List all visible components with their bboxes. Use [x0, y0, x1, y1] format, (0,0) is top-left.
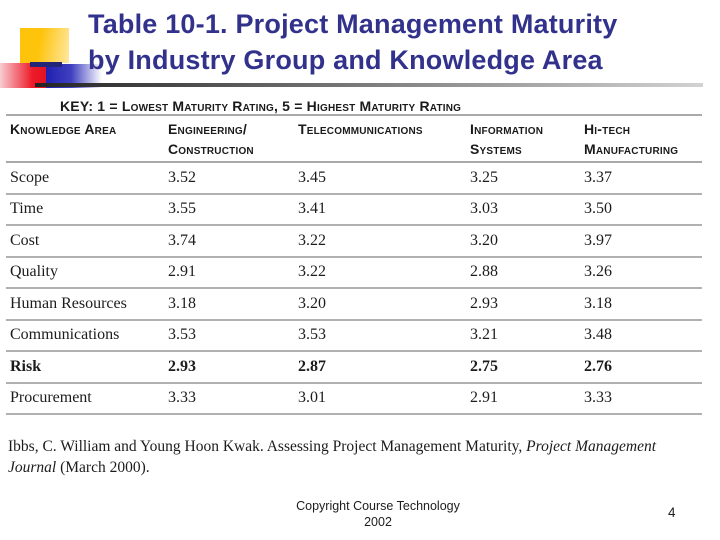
cell-value: 2.76	[584, 351, 702, 384]
cell-value: 2.91	[168, 256, 298, 289]
table-key-note: KEY: 1 = Lowest Maturity Rating, 5 = Hig…	[6, 96, 702, 116]
cell-value: 3.50	[584, 193, 702, 226]
cell-value: 3.18	[168, 288, 298, 321]
cell-value: 3.22	[298, 256, 470, 289]
column-header-information-systems: Information Systems	[470, 116, 584, 163]
table-row-risk: Risk 2.93 2.87 2.75 2.76	[6, 351, 702, 384]
table-row-cost: Cost 3.74 3.22 3.20 3.97	[6, 225, 702, 258]
row-label: Time	[6, 193, 168, 226]
header-text: Construction	[168, 141, 254, 157]
cell-value: 3.25	[470, 162, 584, 195]
header-text: Manufacturing	[584, 141, 679, 157]
slide-title: Table 10-1. Project Management Maturity …	[88, 6, 698, 78]
row-label: Communications	[6, 319, 168, 352]
cell-value: 3.48	[584, 319, 702, 352]
citation-date: (March 2000).	[56, 459, 150, 476]
cell-value: 3.37	[584, 162, 702, 195]
cell-value: 3.74	[168, 225, 298, 258]
header-text: Telecommunications	[298, 121, 423, 137]
cell-value: 3.55	[168, 193, 298, 226]
header-text: Engineering/	[168, 121, 247, 137]
row-label: Risk	[6, 351, 168, 384]
slide-footer: Copyright Course Technology 2002	[238, 498, 518, 530]
cell-value: 3.01	[298, 382, 470, 415]
cell-value: 3.53	[298, 319, 470, 352]
cell-value: 3.45	[298, 162, 470, 195]
cell-value: 3.26	[584, 256, 702, 289]
column-header-knowledge-area: Knowledge Area	[6, 116, 168, 163]
cell-value: 3.53	[168, 319, 298, 352]
title-underline	[35, 83, 703, 87]
cell-value: 3.41	[298, 193, 470, 226]
slide-page-number: 4	[668, 505, 676, 520]
cell-value: 3.03	[470, 193, 584, 226]
column-header-engineering-construction: Engineering/ Construction	[168, 116, 298, 163]
column-header-telecommunications: Telecommunications	[298, 116, 470, 163]
cell-value: 3.21	[470, 319, 584, 352]
header-text: Systems	[470, 141, 522, 157]
table-row-procurement: Procurement 3.33 3.01 2.91 3.33	[6, 382, 702, 415]
cell-value: 2.91	[470, 382, 584, 415]
table-row-communications: Communications 3.53 3.53 3.21 3.48	[6, 319, 702, 352]
cell-value: 3.52	[168, 162, 298, 195]
cell-value: 2.88	[470, 256, 584, 289]
citation-text: Ibbs, C. William and Young Hoon Kwak. As…	[8, 438, 527, 455]
table-row-quality: Quality 2.91 3.22 2.88 3.26	[6, 256, 702, 289]
row-label: Quality	[6, 256, 168, 289]
citation-journal-title: Project Management Journal	[8, 438, 657, 476]
cell-value: 3.22	[298, 225, 470, 258]
header-text: Hi-tech	[584, 121, 631, 137]
cell-value: 3.20	[470, 225, 584, 258]
maturity-table-image: KEY: 1 = Lowest Maturity Rating, 5 = Hig…	[6, 96, 702, 415]
footer-year: 2002	[364, 515, 392, 529]
row-label: Human Resources	[6, 288, 168, 321]
cell-value: 2.87	[298, 351, 470, 384]
table-row-time: Time 3.55 3.41 3.03 3.50	[6, 193, 702, 226]
slide-title-line-2: by Industry Group and Knowledge Area	[88, 45, 603, 75]
cell-value: 2.93	[168, 351, 298, 384]
row-label: Procurement	[6, 382, 168, 415]
source-citation: Ibbs, C. William and Young Hoon Kwak. As…	[8, 436, 664, 478]
table-row-human-resources: Human Resources 3.18 3.20 2.93 3.18	[6, 288, 702, 321]
cell-value: 2.93	[470, 288, 584, 321]
cell-value: 2.75	[470, 351, 584, 384]
footer-copyright: Copyright Course Technology	[296, 499, 460, 513]
row-label: Cost	[6, 225, 168, 258]
slide-title-line-1: Table 10-1. Project Management Maturity	[88, 9, 618, 39]
deco-navy-bar	[30, 62, 62, 67]
table-row-scope: Scope 3.52 3.45 3.25 3.37	[6, 162, 702, 195]
column-header-hitech-manufacturing: Hi-tech Manufacturing	[584, 116, 702, 163]
cell-value: 3.20	[298, 288, 470, 321]
header-text: Information	[470, 121, 544, 137]
table-header-row: Knowledge Area Engineering/ Construction…	[6, 116, 702, 163]
deco-yellow-square	[20, 28, 69, 63]
cell-value: 3.18	[584, 288, 702, 321]
row-label: Scope	[6, 162, 168, 195]
header-text: Knowledge Area	[10, 121, 117, 137]
cell-value: 3.33	[584, 382, 702, 415]
cell-value: 3.33	[168, 382, 298, 415]
cell-value: 3.97	[584, 225, 702, 258]
maturity-table: Knowledge Area Engineering/ Construction…	[6, 116, 702, 415]
